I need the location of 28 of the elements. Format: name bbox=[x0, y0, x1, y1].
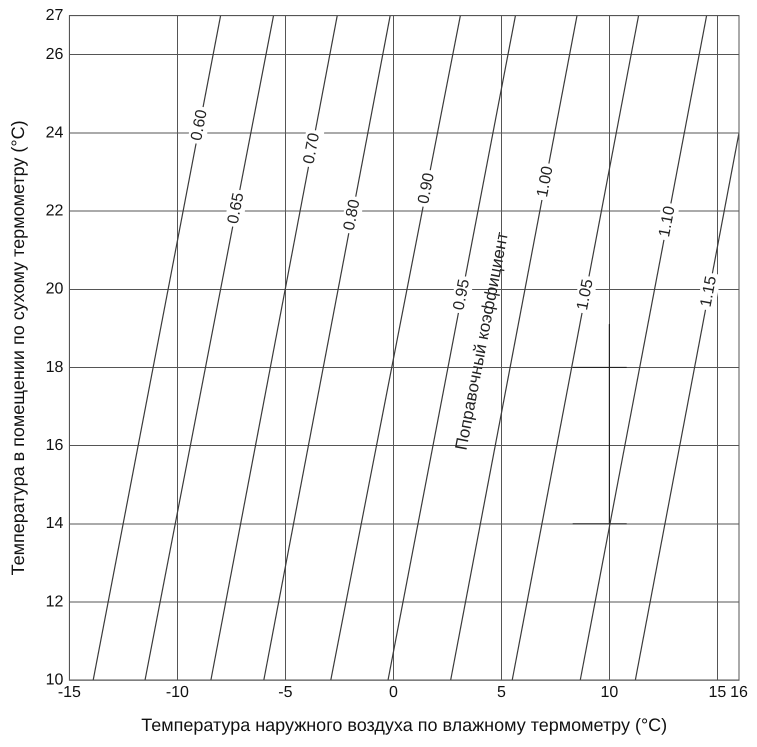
y-tick-label: 24 bbox=[46, 124, 64, 142]
text: 1.00 bbox=[534, 164, 557, 199]
y-tick-label: 26 bbox=[46, 46, 64, 64]
text: 0.60 bbox=[188, 108, 211, 142]
text: 1.15 bbox=[698, 274, 720, 308]
y-tick-label: 22 bbox=[46, 202, 64, 220]
text: 0.90 bbox=[415, 171, 438, 206]
text: 1.05 bbox=[574, 278, 597, 312]
text: 1.10 bbox=[656, 204, 679, 238]
x-tick-label: 0 bbox=[388, 684, 398, 702]
x-tick-label: -5 bbox=[278, 684, 293, 702]
text: 0.95 bbox=[450, 278, 474, 312]
x-tick-label: -10 bbox=[166, 684, 190, 702]
x-tick-label: 15 bbox=[708, 684, 726, 702]
y-tick-label: 12 bbox=[46, 593, 64, 610]
text: 0.65 bbox=[224, 191, 248, 226]
y-tick-label: 27 bbox=[46, 7, 64, 24]
y-tick-label: 14 bbox=[46, 515, 64, 532]
text: 0.80 bbox=[340, 198, 364, 232]
y-axis-title: Температура в помещении по сухому термометру (°C) bbox=[8, 120, 28, 576]
x-tick-label: 10 bbox=[600, 684, 618, 702]
y-tick-label: 18 bbox=[46, 358, 64, 376]
x-tick-label: 5 bbox=[496, 684, 506, 702]
x-tick-label: 16 bbox=[730, 684, 748, 702]
text: 0.70 bbox=[300, 132, 324, 166]
y-tick-label: 16 bbox=[46, 437, 64, 454]
x-axis-title: Температура наружного воздуха по влажному термометру (°C) bbox=[141, 715, 668, 736]
y-tick-label: 20 bbox=[46, 280, 64, 298]
